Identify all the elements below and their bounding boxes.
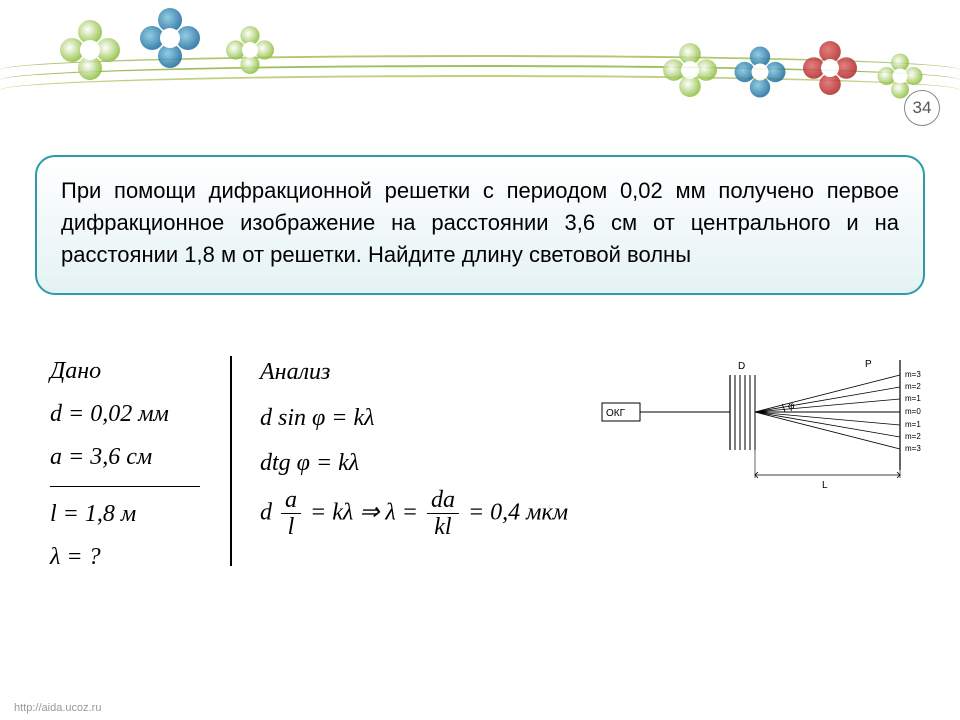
problem-statement: При помощи дифракционной решетки с перио… <box>35 155 925 295</box>
svg-text:m=3: m=3 <box>905 444 921 453</box>
svg-text:m=2: m=2 <box>905 382 921 391</box>
analysis-title: Анализ <box>260 350 568 396</box>
given-a: a = 3,6 см <box>50 436 230 479</box>
given-l: l = 1,8 м <box>50 493 230 536</box>
svg-text:P: P <box>865 359 872 370</box>
analysis-block: Анализ d sin φ = kλ dtg φ = kλ d al = kλ… <box>260 350 568 541</box>
given-divider-line <box>50 486 200 487</box>
svg-text:ОКГ: ОКГ <box>606 408 626 419</box>
slide-number: 34 <box>904 90 940 126</box>
svg-text:m=1: m=1 <box>905 394 921 403</box>
svg-text:m=1: m=1 <box>905 420 921 429</box>
footer-url: http://aida.ucoz.ru <box>14 702 101 714</box>
analysis-eq3: d al = kλ ⇒ λ = dakl = 0,4 мкм <box>260 487 568 541</box>
diffraction-diagram: ОКГ D P φ m=3 m= <box>600 355 930 515</box>
analysis-eq2: dtg φ = kλ <box>260 441 568 487</box>
decorative-header <box>0 0 960 110</box>
given-block: Дано d = 0,02 мм a = 3,6 см l = 1,8 м λ … <box>50 350 230 579</box>
svg-text:L: L <box>822 480 828 491</box>
svg-text:m=0: m=0 <box>905 407 921 416</box>
svg-text:D: D <box>738 361 745 372</box>
svg-text:m=3: m=3 <box>905 370 921 379</box>
given-d: d = 0,02 мм <box>50 393 230 436</box>
analysis-eq1: d sin φ = kλ <box>260 396 568 442</box>
svg-text:m=2: m=2 <box>905 432 921 441</box>
given-find: λ = ? <box>50 536 230 579</box>
vertical-divider <box>230 356 232 566</box>
svg-text:φ: φ <box>788 401 795 412</box>
given-title: Дано <box>50 350 230 393</box>
